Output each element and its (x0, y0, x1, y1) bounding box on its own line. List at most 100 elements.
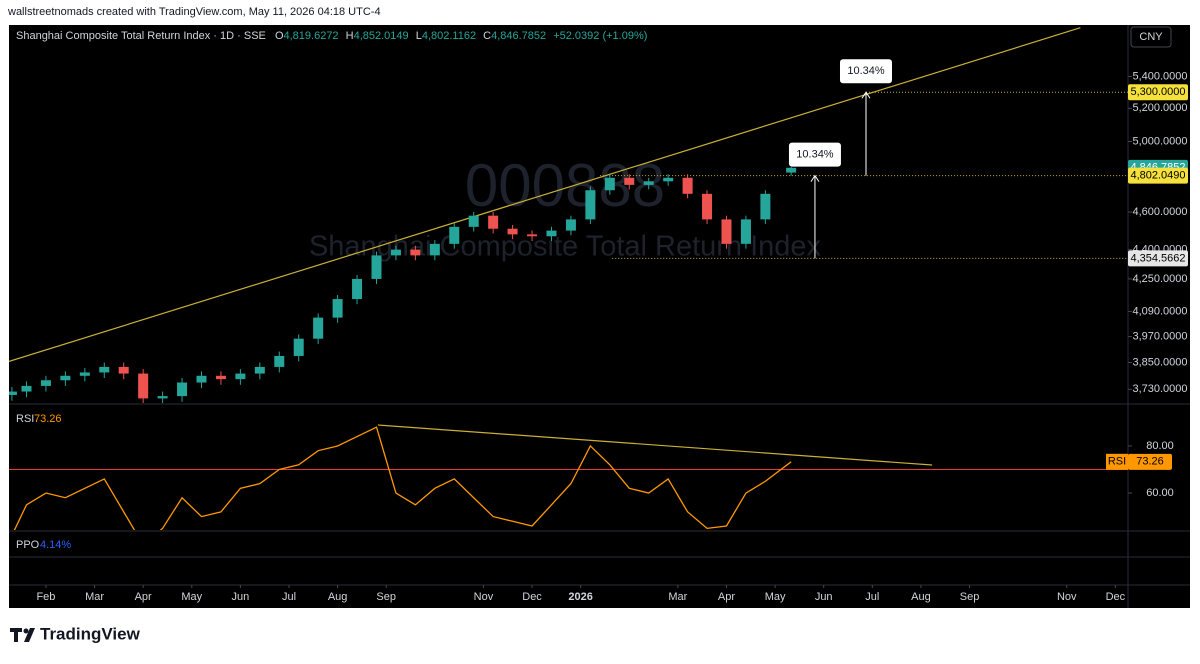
candle-body (352, 278, 363, 300)
candle-body (40, 380, 51, 386)
x-tick-label: Jun (815, 591, 833, 603)
rsi-tag-name-box (1106, 453, 1128, 470)
candle-body (624, 177, 635, 185)
candle-body (663, 177, 674, 182)
brand-logo (10, 628, 35, 642)
candle-body (21, 385, 32, 392)
x-tick-label: Aug (328, 591, 348, 603)
y-tick-label: 4,250.0000 (1132, 273, 1187, 285)
x-tick-label: Jun (232, 591, 250, 603)
legend: Shanghai Composite Total Return Index · … (16, 30, 647, 42)
candle-body (99, 366, 110, 373)
x-tick-label: May (765, 591, 786, 603)
price-tag-label: 4,802.0490 (1130, 170, 1185, 182)
measure-label: 10.34% (796, 149, 834, 161)
candle-body (79, 372, 90, 376)
x-tick-label: Dec (522, 591, 542, 603)
y-tick-label: 5,200.0000 (1132, 102, 1187, 114)
brand: TradingView (40, 624, 141, 643)
watermark-name: Shanghai Composite Total Return Index (309, 231, 822, 263)
y-tick-label: 4,090.0000 (1132, 305, 1187, 317)
y-tick-label: 60.00 (1146, 487, 1174, 499)
candle-body (274, 355, 285, 367)
price-tag (1128, 167, 1188, 184)
ohlc-key: H (346, 30, 354, 42)
candle-body (410, 249, 421, 256)
rsi-line (13, 426, 792, 530)
y-tick-label: 3,850.0000 (1132, 356, 1187, 368)
rsi-pane (9, 424, 1128, 530)
candle-body (235, 373, 246, 380)
price-tag (1128, 250, 1188, 267)
trendline (9, 27, 1081, 362)
x-tick-label: Sep (376, 591, 396, 603)
arrow-head (810, 174, 820, 182)
x-tick-label: Feb (36, 591, 55, 603)
x-tick-label: Sep (960, 591, 980, 603)
candle-body (488, 215, 499, 229)
candle-body (177, 382, 188, 397)
x-tick-label: Dec (1106, 591, 1126, 603)
candle-body (760, 193, 771, 220)
rsi-title: RSI (16, 413, 34, 425)
candle-body (138, 373, 149, 399)
candle-body (468, 215, 479, 227)
chart-area (9, 25, 1190, 608)
x-tick-label: Apr (135, 591, 152, 603)
x-tick-label: Nov (1057, 591, 1077, 603)
candle-body (449, 226, 460, 244)
candle-body (682, 177, 693, 194)
x-tick-label: Nov (474, 591, 494, 603)
y-tick-label: 4,600.0000 (1132, 206, 1187, 218)
x-tick-label: Apr (718, 591, 735, 603)
x-tick-label: 2026 (568, 591, 592, 603)
candle-body (9, 391, 17, 395)
currency-button[interactable] (1130, 26, 1172, 48)
candle-body (118, 366, 129, 374)
candle-body (585, 190, 596, 220)
candle-body (786, 167, 797, 173)
candle-body (507, 228, 518, 235)
change: +52.0392 (+1.09%) (553, 30, 647, 42)
candle-body (60, 375, 71, 381)
y-tick-label: 80.00 (1146, 440, 1174, 452)
currency[interactable]: CNY (1139, 31, 1163, 43)
candle-body (332, 299, 343, 318)
ohlc-key: O (275, 30, 284, 42)
legend-title: Shanghai Composite Total Return Index · … (16, 30, 266, 42)
rsi-value: 73.26 (34, 413, 62, 425)
ohlc-key: L (416, 30, 422, 42)
candle-body (390, 249, 401, 256)
x-tick-label: Jul (282, 591, 296, 603)
rsi-tag-label: 73.26 (1136, 456, 1164, 468)
rsi-tag (1128, 453, 1172, 470)
x-tick-label: Aug (911, 591, 931, 603)
ohlc-value: 4,846.7852 (491, 30, 546, 42)
candle-body (157, 396, 168, 399)
candle-body (215, 375, 226, 380)
candle-body (293, 338, 304, 356)
candle-body (721, 219, 732, 244)
watermark-symbol: 000888 (465, 152, 665, 219)
ohlc-value: 4,802.1162 (422, 30, 476, 42)
candle-body (740, 219, 751, 244)
price-pane (9, 27, 1128, 403)
y-tick-label: 5,400.0000 (1132, 70, 1187, 82)
candle-body (313, 317, 324, 339)
price-tag-label: 4,354.5662 (1130, 252, 1185, 264)
arrow-head (861, 91, 871, 99)
y-tick-label: 5,000.0000 (1132, 135, 1187, 147)
candle-body (429, 243, 440, 256)
measure-label: 10.34% (847, 65, 885, 77)
y-tick-label: 3,970.0000 (1132, 330, 1187, 342)
ppo-value: 4.14% (40, 539, 71, 551)
price-tag (1128, 84, 1188, 101)
ohlc-value: 4,852.0149 (354, 30, 409, 42)
candle-body (565, 219, 576, 231)
x-tick-label: Mar (85, 591, 104, 603)
candle-body (546, 230, 557, 237)
ohlc-value: 4,819.6272 (284, 30, 339, 42)
y-tick-label: 3,730.0000 (1132, 383, 1187, 395)
